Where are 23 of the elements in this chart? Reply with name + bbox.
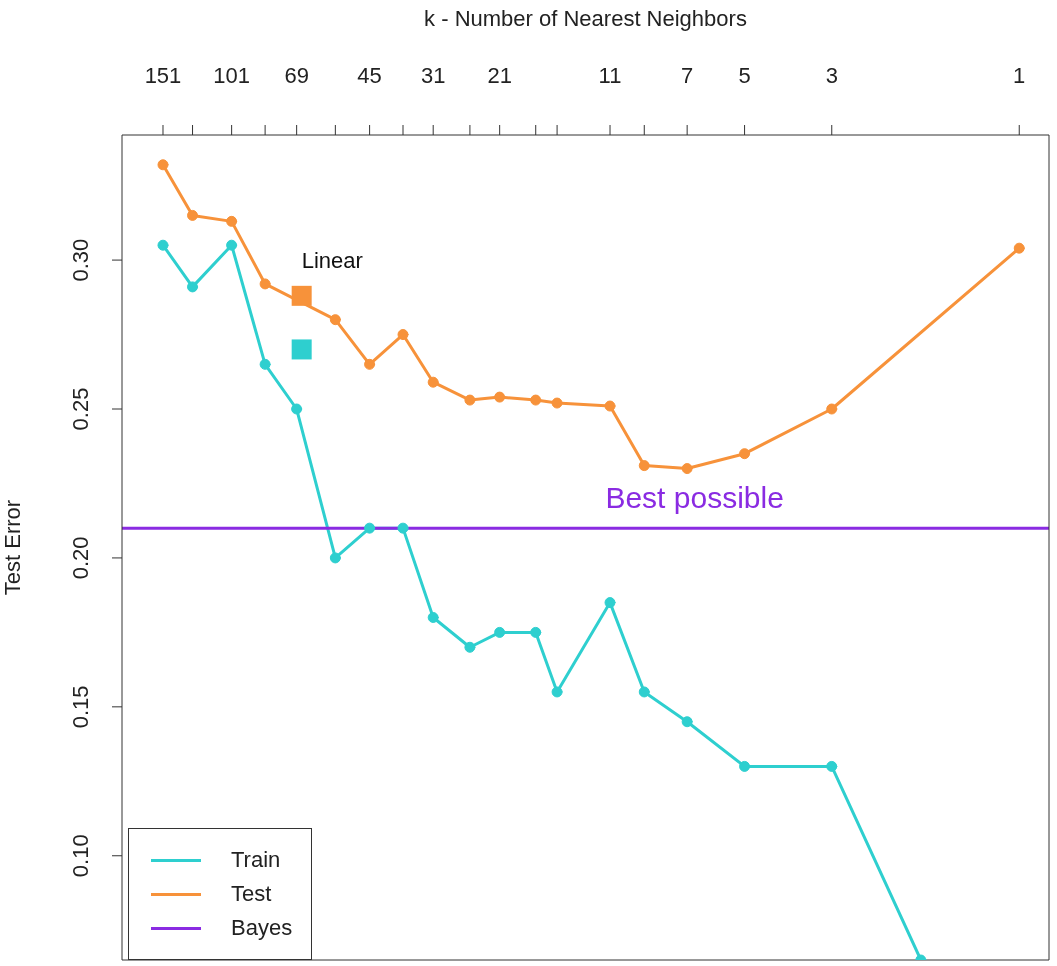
x-tick-label: 5 (738, 63, 751, 88)
x-tick-label: 7 (681, 63, 694, 88)
x-axis-title: k - Number of Nearest Neighbors (424, 5, 747, 31)
annotation: Linear (301, 247, 363, 273)
x-tick-label: 45 (357, 63, 382, 88)
legend-label: Test (231, 881, 272, 907)
y-tick-label: 0.30 (68, 238, 93, 282)
x-tick-label: 1 (1013, 63, 1026, 88)
x-tick-label: 101 (213, 63, 250, 88)
y-tick-label: 0.25 (68, 387, 93, 431)
x-tick-label: 31 (420, 63, 446, 88)
y-tick-label: 0.10 (68, 834, 93, 878)
annotation: Best possible (605, 481, 784, 515)
x-tick-label: 21 (487, 63, 512, 88)
x-tick-label: 69 (284, 63, 309, 88)
x-tick-label: 151 (144, 63, 182, 88)
y-axis-title: Test Error (0, 499, 25, 596)
y-tick-label: 0.15 (68, 685, 93, 729)
x-tick-label: 11 (598, 63, 622, 88)
y-tick-label: 0.20 (68, 536, 93, 580)
legend-label: Bayes (231, 915, 293, 941)
legend-label: Train (231, 847, 281, 873)
x-tick-label: 3 (825, 63, 838, 88)
